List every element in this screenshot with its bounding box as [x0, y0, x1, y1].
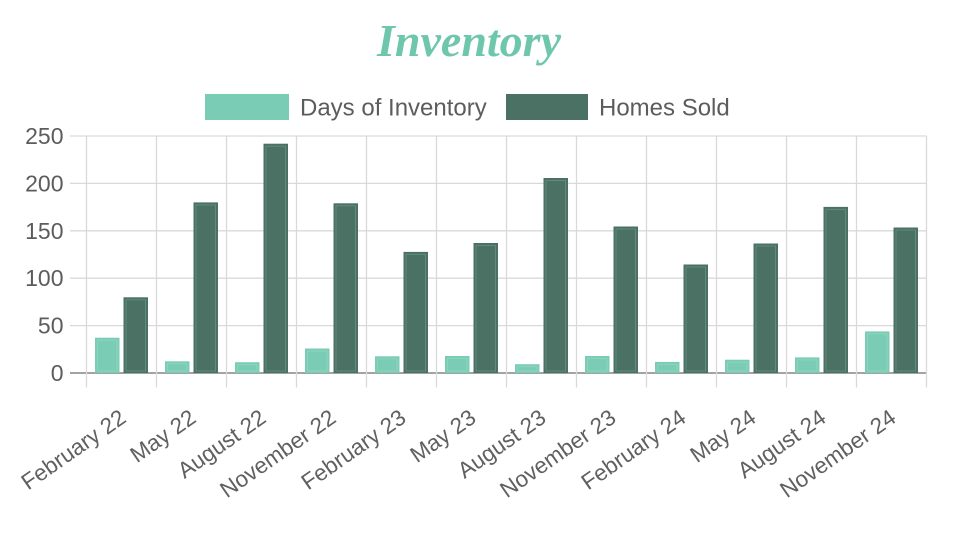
svg-text:250: 250 — [25, 123, 63, 149]
svg-text:200: 200 — [25, 170, 63, 196]
svg-text:Inventory: Inventory — [376, 15, 562, 66]
svg-text:February 22: February 22 — [17, 405, 131, 495]
svg-text:100: 100 — [25, 265, 63, 291]
svg-text:50: 50 — [38, 313, 64, 339]
svg-text:Days of Inventory: Days of Inventory — [300, 95, 487, 122]
svg-text:0: 0 — [51, 360, 64, 386]
svg-text:150: 150 — [25, 218, 63, 244]
svg-text:Homes Sold: Homes Sold — [599, 95, 730, 122]
